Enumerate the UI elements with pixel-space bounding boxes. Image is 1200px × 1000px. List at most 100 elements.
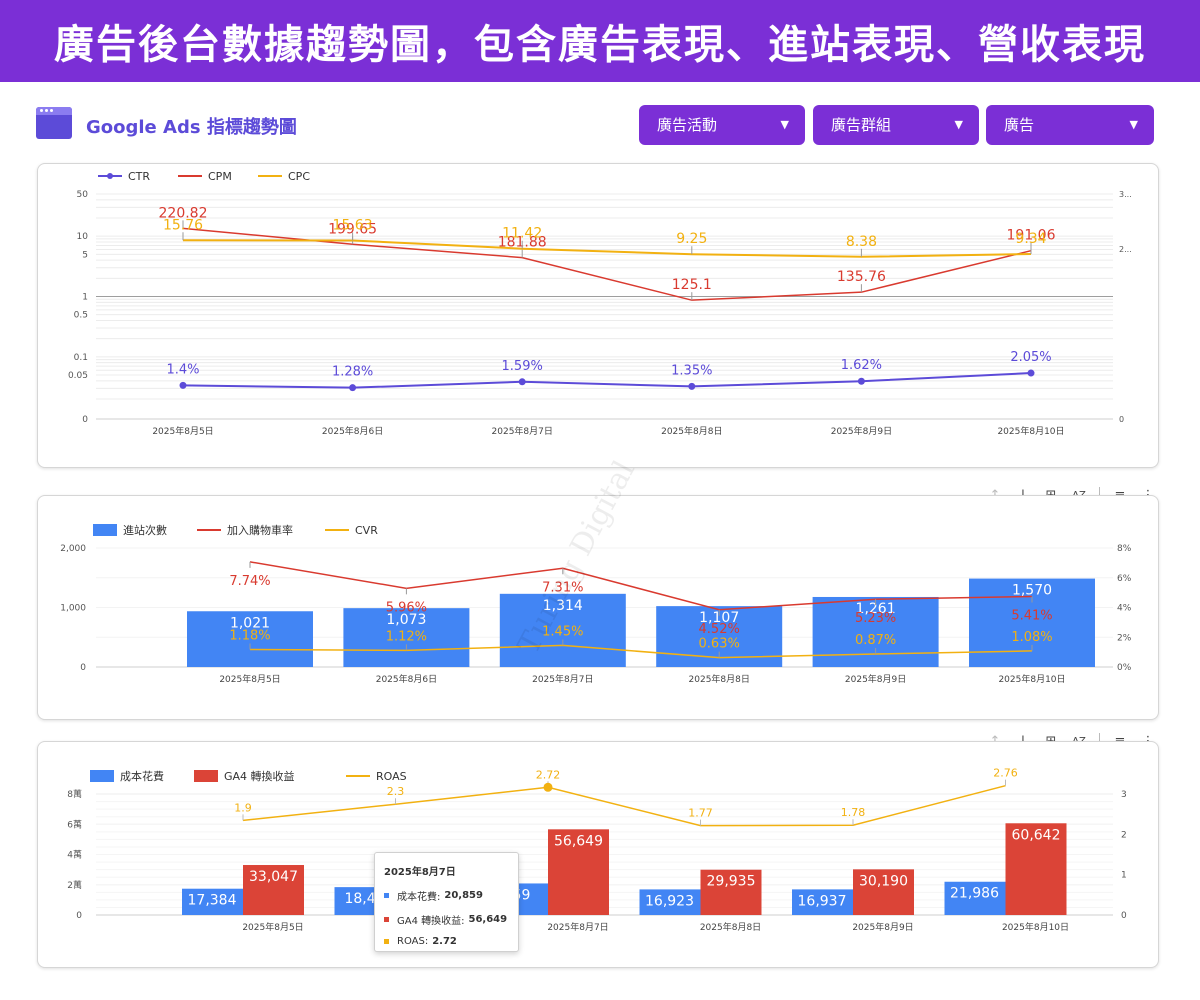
series-line-cvr	[249, 644, 1033, 659]
tooltip-value: 2.72	[432, 936, 457, 947]
x-tick-label: 2025年8月5日	[242, 921, 303, 933]
legend-dot	[107, 173, 113, 179]
data-point-ctr	[688, 382, 696, 390]
data-label-ctr: 2.05%	[1010, 350, 1051, 365]
data-label-revenue: 33,047	[249, 869, 298, 885]
data-label-cpm: 135.76	[837, 269, 886, 285]
chevron-down-icon: ▼	[954, 118, 963, 131]
y-tick-label: 50	[77, 190, 89, 200]
tooltip-label: GA4 轉換收益:	[397, 916, 465, 927]
data-label-atc-rate: 4.52%	[699, 622, 740, 637]
bar-visits	[343, 608, 470, 667]
data-label-cpc: 15.76	[163, 217, 203, 233]
data-label-atc-rate: 5.23%	[855, 611, 896, 626]
filter-campaign-label: 廣告活動	[657, 116, 718, 134]
series-line-ctr	[182, 372, 1032, 389]
data-label-cpm: 191.06	[1007, 228, 1056, 244]
filter-ad-label: 廣告	[1004, 116, 1035, 134]
y-tick-label: 2萬	[67, 879, 82, 891]
legend-square-icon	[384, 939, 389, 944]
y-tick-label: 4萬	[67, 849, 82, 861]
bar-cost	[944, 881, 1006, 915]
x-tick-label: 2025年8月9日	[831, 425, 892, 437]
y2-tick-label: 2...	[1119, 245, 1132, 254]
y2-tick-label: 0	[1121, 911, 1127, 921]
x-tick-label: 2025年8月9日	[845, 673, 906, 685]
data-point-ctr	[1027, 369, 1035, 377]
data-label-revenue: 29,935	[707, 874, 756, 890]
y2-tick-label: 0%	[1117, 663, 1132, 673]
tooltip-value: 20,859	[444, 890, 483, 901]
x-tick-label: 2025年8月6日	[322, 425, 383, 437]
data-label-ctr: 1.59%	[502, 359, 543, 374]
filter-ad-dropdown[interactable]: 廣告 ▼	[986, 105, 1154, 145]
legend-label: 成本花費	[120, 769, 164, 783]
data-label-cpc: 8.38	[846, 234, 877, 250]
legend-square-icon	[384, 917, 389, 922]
filter-adgroup-dropdown[interactable]: 廣告群組 ▼	[813, 105, 979, 145]
data-label-atc-rate: 7.31%	[542, 580, 583, 595]
y-tick-label: 0	[82, 415, 88, 425]
tooltip-label: 成本花費:	[397, 892, 441, 903]
data-point-ctr	[179, 381, 187, 389]
y2-tick-label: 8%	[1117, 544, 1132, 554]
y-tick-label: 6萬	[67, 818, 82, 830]
chevron-down-icon: ▼	[780, 118, 789, 131]
y-tick-label: 0.1	[74, 353, 88, 363]
series-line-cpm	[182, 227, 1032, 301]
y2-tick-label: 2	[1121, 830, 1127, 840]
tooltip-title: 2025年8月7日	[384, 867, 456, 878]
data-label-cpc: 9.34	[1015, 231, 1046, 247]
data-label-visits: 1,314	[543, 598, 583, 614]
ads-metrics-chart: 50 10 5 1 0.5 0.1 0.05 0 3... 2... 0 2025年8月5日 2025年…	[68, 170, 1132, 437]
series-line-cpc	[182, 239, 1032, 258]
data-label-atc-rate: 5.96%	[386, 600, 427, 615]
data-label-cvr: 0.63%	[699, 637, 740, 652]
data-label-visits: 1,261	[856, 601, 896, 617]
y-tick-label: 1,000	[60, 604, 86, 614]
data-label-cvr: 1.45%	[542, 624, 583, 639]
legend-label: CVR	[355, 524, 378, 537]
x-tick-label: 2025年8月8日	[700, 921, 761, 933]
y-tick-label: 8萬	[67, 788, 82, 800]
data-label-roas: 2.3	[387, 785, 405, 798]
x-tick-label: 2025年8月5日	[219, 673, 280, 685]
tooltip-row-cost: 成本花費: 20,859	[384, 888, 509, 903]
y-tick-label: 1	[82, 293, 88, 303]
data-label-revenue: 56,649	[554, 833, 603, 849]
data-point-roas-highlight	[543, 782, 553, 792]
data-label-cpc: 11.42	[502, 226, 542, 242]
y2-tick-label: 2%	[1117, 633, 1132, 643]
data-label-cvr: 1.12%	[386, 629, 427, 644]
revenue-panel: 8萬6萬4萬2萬032102025年8月5日2025年8月6日2025年8月7日…	[37, 741, 1159, 968]
ads-metrics-panel: 50 10 5 1 0.5 0.1 0.05 0 3... 2... 0 2025年8月5日 2025年…	[37, 163, 1159, 468]
data-label-cpm: 125.1	[672, 277, 712, 293]
data-label-cvr: 1.18%	[229, 628, 270, 643]
filter-campaign-dropdown[interactable]: 廣告活動 ▼	[639, 105, 805, 145]
y-tick-label: 10	[77, 232, 89, 242]
y2-tick-label: 1	[1121, 871, 1127, 881]
x-tick-label: 2025年8月7日	[532, 673, 593, 685]
bar-revenue	[1005, 823, 1067, 915]
y-tick-label: 2,000	[60, 544, 86, 554]
data-label-roas: 1.77	[688, 807, 713, 820]
bar-visits	[187, 611, 313, 667]
x-tick-label: 2025年8月9日	[852, 921, 913, 933]
data-point-ctr	[349, 384, 357, 392]
revenue-chart: 8萬6萬4萬2萬032102025年8月5日2025年8月6日2025年8月7日…	[67, 767, 1127, 933]
legend-label: CPM	[208, 170, 232, 183]
y2-tick-label: 3	[1121, 790, 1127, 800]
dashboard-logo-icon	[36, 107, 72, 139]
x-tick-label: 2025年8月7日	[492, 425, 553, 437]
data-label-atc-rate: 5.41%	[1011, 609, 1052, 624]
x-tick-label: 2025年8月10日	[998, 673, 1065, 685]
data-label-ctr: 1.28%	[332, 365, 373, 380]
y2-tick-label: 6%	[1117, 574, 1132, 584]
bar-revenue	[548, 829, 609, 915]
data-label-cvr: 1.08%	[1011, 630, 1052, 645]
data-label-revenue: 30,190	[859, 873, 908, 889]
dashboard-header: Google Ads 指標趨勢圖 廣告活動 ▼ 廣告群組 ▼ 廣告 ▼	[36, 105, 1160, 149]
data-label-cpm: 199.65	[328, 221, 377, 237]
data-point-ctr	[857, 377, 865, 385]
data-label-visits: 1,570	[1012, 583, 1052, 599]
